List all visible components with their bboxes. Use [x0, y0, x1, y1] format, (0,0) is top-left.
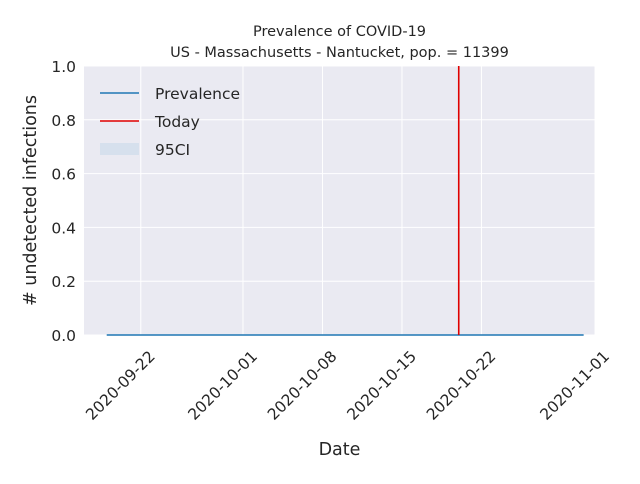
legend: Prevalence Today 95CI — [100, 85, 240, 159]
plot-area — [84, 66, 595, 335]
y-tick-label: 0.2 — [51, 273, 76, 291]
x-tick-label: 2020-10-01 — [185, 347, 261, 423]
y-tick-label: 0.8 — [51, 112, 76, 130]
x-tick-label: 2020-09-22 — [82, 347, 158, 423]
y-tick-labels: 0.0 0.2 0.4 0.6 0.8 1.0 — [51, 58, 76, 345]
x-tick-label: 2020-10-08 — [264, 347, 340, 423]
x-tick-label: 2020-10-15 — [344, 347, 420, 423]
legend-prevalence-label: Prevalence — [155, 85, 240, 103]
y-tick-label: 0.4 — [51, 219, 76, 237]
y-axis-label: # undetected infections — [21, 95, 41, 306]
x-tick-label: 2020-11-01 — [537, 347, 613, 423]
y-tick-label: 0.6 — [51, 166, 76, 184]
x-tick-labels: 2020-09-22 2020-10-01 2020-10-08 2020-10-15… — [82, 347, 613, 423]
chart-marks — [106, 66, 584, 336]
y-tick-label: 1.0 — [51, 58, 76, 76]
x-axis-label: Date — [319, 440, 361, 460]
chart-title: Prevalence of COVID-19 — [253, 24, 426, 40]
legend-ci-swatch — [100, 143, 139, 155]
x-tick-label: 2020-10-22 — [423, 347, 499, 423]
legend-ci-label: 95CI — [155, 141, 190, 159]
chart-subtitle: US - Massachusetts - Nantucket, pop. = 1… — [170, 45, 509, 61]
legend-today-label: Today — [154, 113, 200, 131]
y-tick-label: 0.0 — [51, 327, 76, 345]
grid-lines — [84, 65, 596, 336]
